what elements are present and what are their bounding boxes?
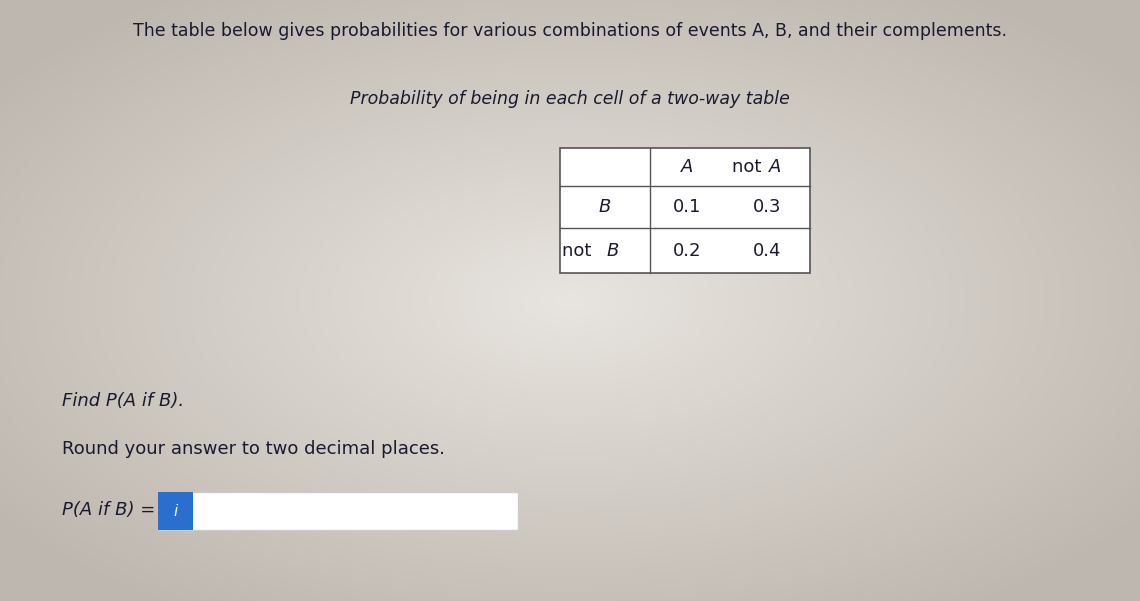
Text: A: A xyxy=(770,158,782,176)
Text: not: not xyxy=(732,158,767,176)
Text: 0.4: 0.4 xyxy=(754,242,782,260)
Text: not: not xyxy=(562,242,597,260)
Text: Probability of being in each cell of a two-way table: Probability of being in each cell of a t… xyxy=(350,90,790,108)
Text: B: B xyxy=(606,242,619,260)
Bar xyxy=(560,148,811,273)
Text: P(A if B) =: P(A if B) = xyxy=(62,501,155,519)
Bar xyxy=(158,492,193,530)
Text: B: B xyxy=(598,198,611,216)
Bar xyxy=(560,148,811,273)
Bar xyxy=(158,492,518,530)
Text: Find P(A if B).: Find P(A if B). xyxy=(62,392,185,410)
Text: A: A xyxy=(682,158,693,176)
Text: i: i xyxy=(173,504,178,519)
Text: Round your answer to two decimal places.: Round your answer to two decimal places. xyxy=(62,440,445,458)
Text: 0.3: 0.3 xyxy=(754,198,782,216)
Text: 0.1: 0.1 xyxy=(674,198,702,216)
Text: The table below gives probabilities for various combinations of events A, B, and: The table below gives probabilities for … xyxy=(133,22,1007,40)
Text: 0.2: 0.2 xyxy=(674,242,702,260)
